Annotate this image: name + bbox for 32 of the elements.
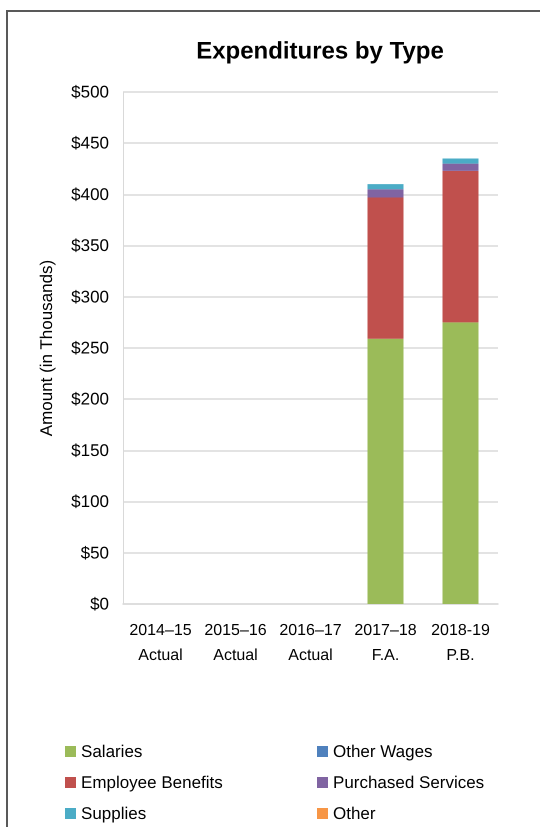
bar bbox=[368, 338, 404, 604]
y-tick-label: $100 bbox=[71, 492, 109, 512]
y-tick-label: $150 bbox=[71, 440, 109, 460]
y-tick-label: $350 bbox=[71, 236, 109, 256]
bar bbox=[442, 158, 478, 164]
bar bbox=[442, 170, 478, 322]
y-tick-label: $0 bbox=[90, 594, 109, 614]
legend-label: Other bbox=[333, 804, 376, 823]
legend-label: Other Wages bbox=[333, 742, 433, 761]
y-tick-label: $400 bbox=[71, 184, 109, 204]
legend-label: Purchased Services bbox=[333, 773, 484, 792]
legend-label: Supplies bbox=[81, 804, 146, 823]
chart-title: Expenditures by Type bbox=[196, 38, 444, 64]
y-tick-label: $250 bbox=[71, 338, 109, 358]
bar bbox=[368, 197, 404, 339]
y-tick-label: $500 bbox=[71, 82, 109, 102]
legend-label: Employee Benefits bbox=[81, 773, 223, 792]
y-tick-label: $450 bbox=[71, 134, 109, 153]
x-tick-label: 2015–16 Actual bbox=[204, 622, 267, 664]
y-axis-title: Amount (in Thousands) bbox=[37, 260, 56, 436]
y-tick-label: $50 bbox=[80, 543, 109, 562]
x-tick-label: 2018-19 P.B. bbox=[431, 622, 490, 664]
bar bbox=[442, 164, 478, 171]
y-tick-label: $300 bbox=[71, 287, 109, 306]
bar bbox=[368, 184, 404, 190]
x-tick-label: 2014–15 Actual bbox=[129, 622, 192, 664]
bar bbox=[368, 189, 404, 198]
bar bbox=[442, 322, 478, 604]
x-tick-label: 2017–18 F.A. bbox=[354, 622, 417, 664]
y-tick-label: $200 bbox=[71, 390, 109, 409]
legend-label: Salaries bbox=[81, 742, 142, 761]
x-tick-label: 2016–17 Actual bbox=[279, 622, 342, 664]
